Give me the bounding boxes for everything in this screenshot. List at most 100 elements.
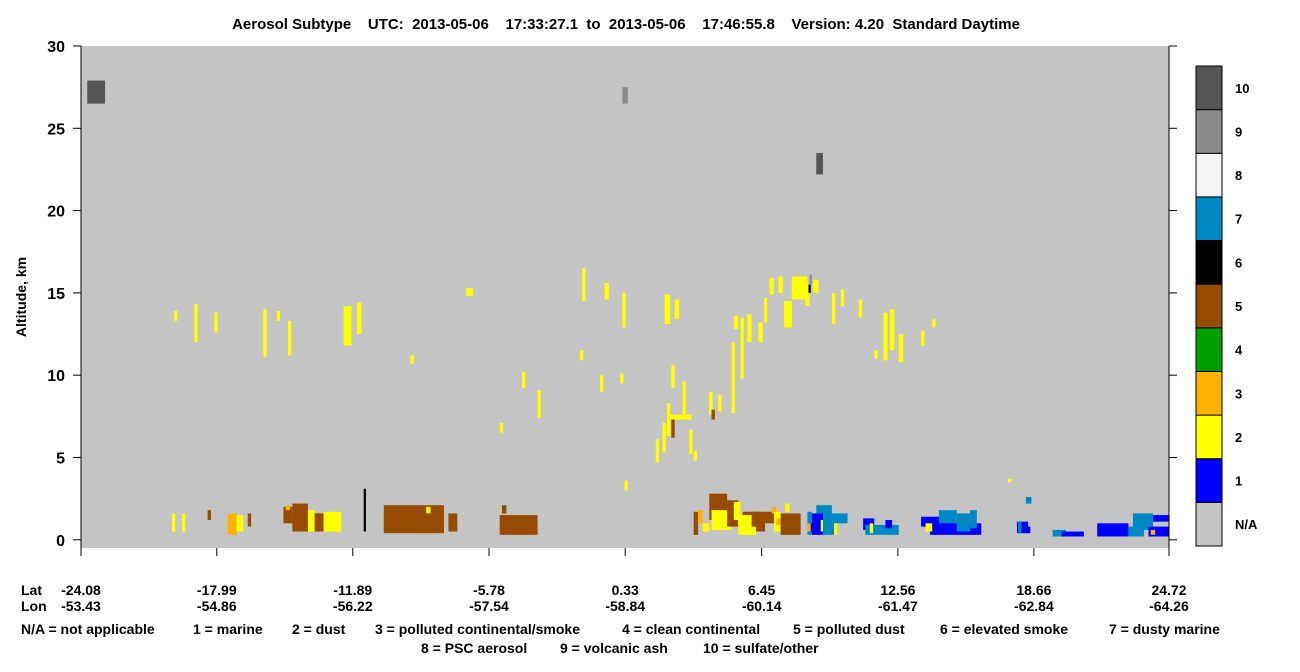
y-tick-label-6: 30	[47, 39, 65, 56]
category-legend: N/A = not applicable 1 = marine 2 = dust 3 …	[21, 621, 1220, 656]
colorbar-label-5: 5	[1235, 299, 1242, 314]
feature-cell-53	[889, 309, 895, 351]
x-axis-labels: Lat -24.08 -17.99 -11.89 -5.78 0.33 6.45 12.56 1…	[21, 582, 1189, 614]
feature-cell-6	[263, 309, 267, 358]
feature-cell-78	[499, 515, 538, 535]
x-row-label-lat: Lat	[21, 582, 42, 598]
y-tick-label-4: 20	[47, 204, 65, 221]
feature-cell-28	[669, 414, 692, 420]
feature-cell-95	[785, 503, 790, 512]
colorbar-swatch-4	[1195, 327, 1223, 372]
feature-cell-102	[822, 518, 835, 535]
feature-cell-39	[758, 322, 763, 343]
x-row-lat-value-3: -5.78	[473, 582, 505, 598]
x-row-lon-value-6: -61.47	[878, 598, 918, 614]
feature-cell-77	[448, 513, 458, 532]
x-row-lat-value-5: 6.45	[748, 582, 775, 598]
feature-cell-84	[711, 510, 732, 530]
feature-cell-81	[698, 510, 703, 524]
feature-cell-113	[956, 513, 971, 532]
colorbar-swatch-6	[1195, 240, 1223, 285]
y-axis-label: Altitude, km	[13, 257, 29, 337]
feature-cell-17	[579, 350, 584, 361]
feature-cell-58	[624, 480, 628, 491]
feature-cell-63	[207, 510, 211, 521]
feature-cell-35	[731, 342, 735, 414]
feature-cell-85	[727, 500, 739, 527]
feature-cell-44	[791, 276, 808, 300]
feature-cell-54	[874, 350, 878, 359]
colorbar-label-6: 6	[1235, 255, 1242, 270]
colorbar-swatch-5	[1195, 283, 1223, 329]
feature-cell-79	[501, 505, 507, 514]
feature-cell-25	[662, 422, 666, 453]
legend-item-2: 2 = dust	[292, 621, 346, 637]
colorbar-swatch-10	[1195, 65, 1223, 111]
legend-item-9: 9 = volcanic ash	[560, 640, 668, 656]
feature-cell-13	[499, 422, 504, 433]
colorbar-label-na: N/A	[1235, 517, 1258, 532]
feature-cell-105	[863, 518, 875, 530]
feature-cell-115	[1025, 496, 1032, 504]
feature-cell-120	[1061, 531, 1084, 537]
colorbar-swatch-9	[1195, 109, 1223, 154]
feature-cell-118	[1025, 526, 1031, 534]
feature-cell-86	[733, 501, 741, 521]
y-tick-label-2: 10	[47, 368, 65, 385]
y-tick-label-1: 5	[56, 450, 65, 467]
feature-cell-60	[1008, 478, 1012, 483]
feature-cell-109	[921, 516, 948, 527]
colorbar-swatch-2	[1195, 414, 1223, 460]
legend-item-8: 8 = PSC aerosol	[421, 640, 527, 656]
feature-cell-41	[769, 278, 774, 295]
feature-cell-40	[763, 297, 768, 323]
y-tick-label-0: 0	[56, 533, 65, 550]
feature-cell-104	[834, 523, 838, 535]
legend-item-0: N/A = not applicable	[21, 621, 155, 637]
x-row-lat-value-4: 0.33	[612, 582, 639, 598]
feature-cell-27	[671, 365, 675, 389]
colorbar-swatch-1	[1195, 458, 1223, 503]
x-row-lat-value-6: 12.56	[880, 582, 915, 598]
feature-cell-16	[582, 268, 586, 302]
legend-item-6: 6 = elevated smoke	[940, 621, 1068, 637]
x-row-lon-value-7: -62.84	[1014, 598, 1054, 614]
x-row-label-lon: Lon	[21, 598, 47, 614]
feature-cell-56	[921, 330, 925, 346]
feature-cell-14	[521, 371, 526, 389]
feature-cell-125	[1152, 515, 1169, 522]
legend-item-3: 3 = polluted continental/smoke	[375, 621, 580, 637]
feature-cell-123	[1132, 513, 1153, 530]
feature-cell-82	[702, 523, 710, 532]
colorbar-label-4: 4	[1235, 343, 1243, 358]
feature-cell-18	[604, 283, 609, 300]
colorbar-label-8: 8	[1235, 168, 1242, 183]
feature-cell-67	[283, 506, 293, 524]
legend-item-1: 1 = marine	[193, 621, 263, 637]
feature-cell-80	[693, 511, 699, 535]
x-row-lon-value-1: -54.86	[197, 598, 237, 614]
feature-cell-38	[747, 314, 752, 343]
feature-cell-111	[929, 523, 982, 535]
colorbar-swatch-7	[1195, 196, 1223, 242]
feature-cell-112	[925, 523, 933, 532]
feature-cell-34	[718, 394, 722, 412]
feature-cell-9	[343, 306, 352, 346]
feature-cell-7	[276, 310, 281, 321]
feature-cell-20	[622, 292, 626, 328]
feature-cell-108	[885, 520, 893, 529]
feature-cell-45	[805, 284, 810, 307]
axes: 0 5 10 15 20 25 30	[47, 39, 1177, 556]
feature-cell-10	[357, 302, 362, 335]
x-row-lon-value-3: -57.54	[469, 598, 509, 614]
feature-cell-121	[1097, 523, 1129, 537]
feature-cell-24	[655, 439, 660, 463]
feature-cell-69	[292, 503, 308, 532]
feature-cell-97	[809, 523, 813, 532]
feature-cell-59	[693, 450, 698, 461]
feature-cell-110	[938, 510, 957, 524]
colorbar: N/A 1 2 3 4 5 6 7 8 9 10	[1195, 65, 1258, 547]
feature-cell-21	[620, 373, 624, 384]
feature-cell-90	[765, 511, 777, 524]
